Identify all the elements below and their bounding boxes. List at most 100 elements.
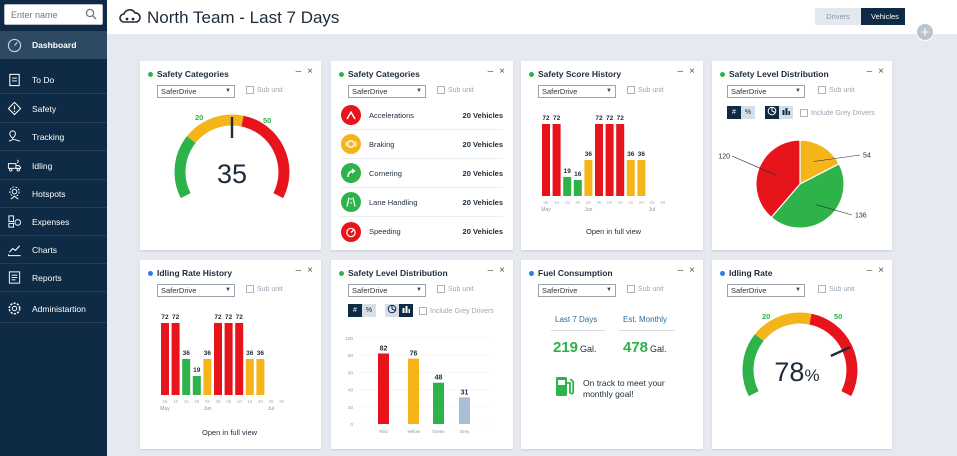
sidebar-item-tracking[interactable]: Tracking bbox=[0, 123, 107, 151]
bar-9[interactable] bbox=[256, 359, 265, 395]
bar-8[interactable] bbox=[245, 359, 254, 395]
bar-7[interactable] bbox=[616, 124, 625, 196]
close-button[interactable]: × bbox=[499, 265, 505, 276]
checkbox[interactable] bbox=[437, 285, 445, 293]
tab-vehicles[interactable]: Vehicles bbox=[861, 8, 905, 25]
count-toggle[interactable]: # bbox=[727, 106, 741, 119]
minimize-button[interactable]: – bbox=[487, 66, 494, 77]
bar-9[interactable] bbox=[637, 160, 646, 196]
sub-unit-checkbox[interactable]: Sub unit bbox=[818, 86, 855, 94]
bar-4[interactable] bbox=[584, 160, 593, 196]
sub-unit-checkbox[interactable]: Sub unit bbox=[246, 86, 283, 94]
minimize-button[interactable]: – bbox=[295, 66, 302, 77]
checkbox[interactable] bbox=[437, 86, 445, 94]
sidebar-item-todo[interactable]: To Do bbox=[0, 66, 107, 94]
unit-select[interactable]: SaferDrive bbox=[538, 284, 616, 297]
checkbox[interactable] bbox=[627, 285, 635, 293]
category-row-braking[interactable]: Braking 20 Vehicles bbox=[341, 130, 503, 159]
category-row-cornering[interactable]: Cornering 20 Vehicles bbox=[341, 159, 503, 188]
bar-1[interactable] bbox=[171, 323, 180, 395]
add-widget-button[interactable]: + bbox=[916, 23, 934, 41]
category-row-accelerations[interactable]: Accelerations 20 Vehicles bbox=[341, 101, 503, 130]
checkbox[interactable] bbox=[419, 307, 427, 315]
bar-5[interactable] bbox=[595, 124, 603, 196]
bar-chart-icon[interactable] bbox=[779, 106, 793, 119]
bar-6[interactable] bbox=[224, 323, 233, 395]
checkbox[interactable] bbox=[627, 86, 635, 94]
bar-0[interactable] bbox=[542, 124, 550, 196]
bar-6[interactable] bbox=[605, 124, 614, 196]
checkbox[interactable] bbox=[246, 285, 254, 293]
bar-7[interactable] bbox=[235, 323, 244, 395]
bar-3[interactable] bbox=[573, 180, 582, 196]
bar-3[interactable] bbox=[192, 376, 201, 395]
close-button[interactable]: × bbox=[307, 265, 313, 276]
minimize-button[interactable]: – bbox=[295, 265, 302, 276]
sidebar-item-reports[interactable]: Reports bbox=[0, 264, 107, 292]
minimize-button[interactable]: – bbox=[866, 66, 873, 77]
unit-select[interactable]: SaferDrive bbox=[157, 85, 235, 98]
close-button[interactable]: × bbox=[689, 66, 695, 77]
checkbox[interactable] bbox=[800, 109, 808, 117]
sub-unit-checkbox[interactable]: Sub unit bbox=[627, 285, 664, 293]
sidebar-item-administration[interactable]: Administartion bbox=[0, 295, 107, 323]
close-button[interactable]: × bbox=[878, 265, 884, 276]
sidebar-item-dashboard[interactable]: Dashboard bbox=[0, 31, 107, 59]
close-button[interactable]: × bbox=[878, 66, 884, 77]
unit-select[interactable]: SaferDrive bbox=[348, 284, 426, 297]
percent-toggle[interactable]: % bbox=[362, 304, 376, 317]
sub-unit-checkbox[interactable]: Sub unit bbox=[627, 86, 664, 94]
bar-2[interactable] bbox=[182, 359, 191, 395]
sidebar-item-idling[interactable]: Idling bbox=[0, 152, 107, 180]
sub-unit-checkbox[interactable]: Sub unit bbox=[437, 86, 474, 94]
checkbox[interactable] bbox=[818, 86, 826, 94]
sub-unit-checkbox[interactable]: Sub unit bbox=[246, 285, 283, 293]
sidebar-item-hotspots[interactable]: Hotspots bbox=[0, 180, 107, 208]
close-button[interactable]: × bbox=[307, 66, 313, 77]
unit-select[interactable]: SaferDrive bbox=[157, 284, 235, 297]
category-row-speeding[interactable]: Speeding 20 Vehicles bbox=[341, 217, 503, 246]
sidebar-item-charts[interactable]: Charts bbox=[0, 236, 107, 264]
unit-select[interactable]: SaferDrive bbox=[727, 85, 805, 98]
bar-0[interactable] bbox=[161, 323, 169, 395]
bar-grey[interactable] bbox=[459, 397, 470, 424]
pie-slice-red[interactable] bbox=[755, 139, 801, 219]
count-toggle[interactable]: # bbox=[348, 304, 362, 317]
bar-2[interactable] bbox=[563, 177, 572, 196]
bar-4[interactable] bbox=[203, 359, 212, 395]
search-icon[interactable] bbox=[85, 8, 97, 20]
sub-unit-checkbox[interactable]: Sub unit bbox=[818, 285, 855, 293]
unit-select[interactable]: SaferDrive bbox=[348, 85, 426, 98]
include-grey-drivers-checkbox[interactable]: Include Grey Drivers bbox=[419, 307, 494, 315]
pie-chart-icon[interactable] bbox=[385, 304, 399, 317]
unit-select[interactable]: SaferDrive bbox=[538, 85, 616, 98]
bar-chart-icon[interactable] bbox=[399, 304, 413, 317]
minimize-button[interactable]: – bbox=[677, 66, 684, 77]
close-button[interactable]: × bbox=[499, 66, 505, 77]
unit-select[interactable]: SaferDrive bbox=[727, 284, 805, 297]
sidebar-item-expenses[interactable]: Expenses bbox=[0, 208, 107, 236]
sub-unit-checkbox[interactable]: Sub unit bbox=[437, 285, 474, 293]
sidebar-item-safety[interactable]: Safety bbox=[0, 95, 107, 123]
bar-red[interactable] bbox=[378, 353, 389, 424]
minimize-button[interactable]: – bbox=[677, 265, 684, 276]
open-full-view-link[interactable]: Open in full view bbox=[202, 428, 258, 437]
pie-chart-icon[interactable] bbox=[765, 106, 779, 119]
open-full-view-link[interactable]: Open in full view bbox=[586, 227, 642, 236]
pie-slice-yellow[interactable] bbox=[799, 139, 840, 185]
tab-drivers[interactable]: Drivers bbox=[815, 8, 861, 25]
close-button[interactable]: × bbox=[689, 265, 695, 276]
pie-slice-green[interactable] bbox=[770, 162, 845, 229]
bar-yellow[interactable] bbox=[408, 358, 419, 424]
category-row-lane-handling[interactable]: Lane Handling 20 Vehicles bbox=[341, 188, 503, 217]
percent-toggle[interactable]: % bbox=[741, 106, 755, 119]
checkbox[interactable] bbox=[818, 285, 826, 293]
search-input[interactable] bbox=[5, 5, 81, 25]
checkbox[interactable] bbox=[246, 86, 254, 94]
bar-1[interactable] bbox=[552, 124, 561, 196]
bar-8[interactable] bbox=[626, 160, 635, 196]
minimize-button[interactable]: – bbox=[487, 265, 494, 276]
include-grey-drivers-checkbox[interactable]: Include Grey Drivers bbox=[800, 109, 875, 117]
bar-5[interactable] bbox=[214, 323, 222, 395]
minimize-button[interactable]: – bbox=[866, 265, 873, 276]
